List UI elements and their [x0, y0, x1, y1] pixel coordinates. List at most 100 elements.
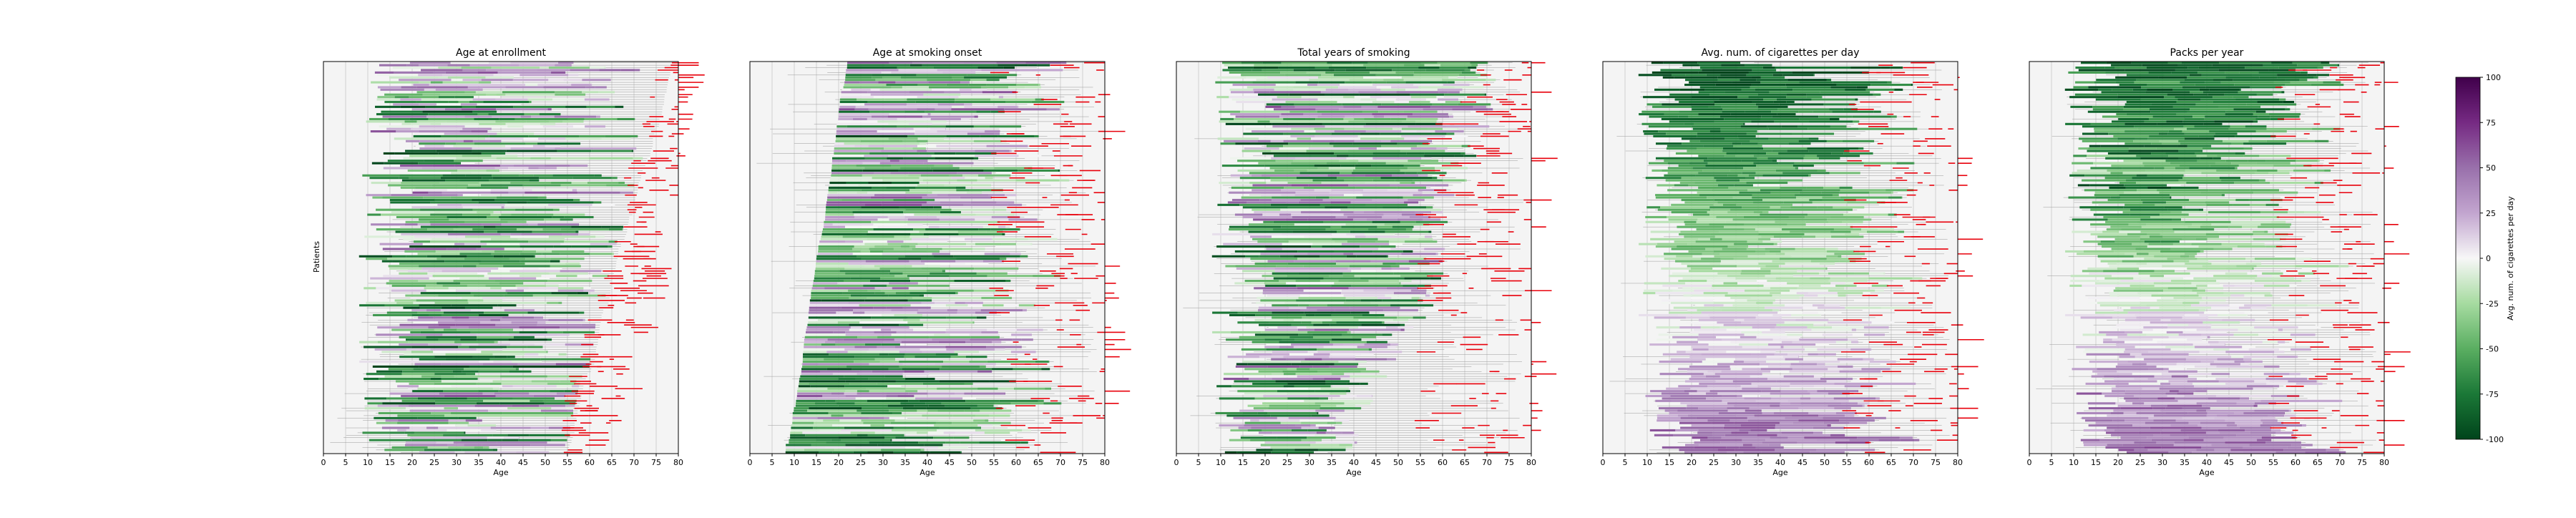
smoking-segment — [1381, 140, 1390, 142]
smoking-segment — [481, 429, 496, 431]
smoking-segment — [1350, 376, 1387, 378]
smoking-segment — [1020, 69, 1063, 71]
smoking-segment — [860, 314, 882, 316]
smoking-segment — [863, 422, 890, 424]
smoking-segment — [1403, 250, 1413, 253]
smoking-segment — [1679, 326, 1701, 328]
smoking-segment — [1366, 67, 1418, 69]
smoking-segment — [1438, 62, 1470, 64]
smoking-segment — [463, 69, 487, 71]
smoking-segment — [1295, 338, 1332, 341]
smoking-segment — [1433, 103, 1458, 105]
smoking-segment — [1332, 132, 1360, 135]
smoking-segment — [1827, 250, 1854, 253]
smoking-segment — [946, 331, 982, 333]
smoking-segment — [1304, 235, 1355, 238]
smoking-segment — [562, 233, 578, 235]
smoking-segment — [1726, 221, 1775, 223]
smoking-segment — [464, 368, 515, 370]
smoking-segment — [1005, 280, 1010, 282]
smoking-segment — [1455, 86, 1484, 88]
smoking-segment — [1045, 388, 1051, 390]
smoking-segment — [1689, 366, 1730, 368]
smoking-segment — [1768, 366, 1790, 368]
smoking-segment — [617, 118, 635, 120]
smoking-segment — [1400, 307, 1420, 309]
smoking-segment — [977, 424, 992, 426]
smoking-segment — [963, 62, 996, 64]
smoking-segment — [1011, 402, 1044, 404]
smoking-segment — [1759, 230, 1790, 233]
smoking-segment — [1718, 79, 1740, 81]
smoking-segment — [1372, 157, 1421, 160]
smoking-segment — [869, 145, 917, 147]
smoking-segment — [1813, 111, 1832, 113]
smoking-segment — [379, 125, 419, 127]
smoking-segment — [1298, 333, 1312, 336]
smoking-segment — [558, 333, 570, 336]
smoking-segment — [405, 120, 417, 122]
smoking-segment — [1650, 238, 1699, 240]
smoking-segment — [1254, 407, 1268, 409]
smoking-segment — [371, 223, 405, 225]
smoking-segment — [1219, 397, 1255, 399]
smoking-segment — [1252, 233, 1282, 235]
smoking-segment — [539, 167, 557, 169]
smoking-segment — [464, 444, 482, 446]
smoking-segment — [997, 64, 1028, 67]
smoking-segment — [371, 82, 419, 84]
smoking-segment — [1828, 290, 1875, 292]
smoking-segment — [561, 184, 606, 186]
smoking-segment — [577, 292, 588, 294]
smoking-segment — [1697, 221, 1726, 223]
smoking-segment — [1392, 226, 1414, 228]
smoking-segment — [1390, 140, 1430, 142]
smoking-segment — [844, 376, 885, 378]
smoking-segment — [1818, 295, 1838, 297]
smoking-segment — [861, 412, 892, 414]
smoking-segment — [519, 275, 542, 277]
smoking-segment — [1316, 197, 1330, 199]
smoking-segment — [577, 192, 620, 194]
smoking-segment — [1231, 187, 1284, 189]
smoking-segment — [814, 280, 844, 282]
smoking-segment — [1294, 255, 1320, 258]
smoking-segment — [922, 258, 957, 260]
smoking-segment — [1250, 419, 1259, 421]
smoking-segment — [1418, 238, 1433, 240]
smoking-segment — [1676, 255, 1692, 258]
smoking-segment — [1048, 62, 1061, 64]
smoking-segment — [894, 235, 910, 238]
smoking-segment — [1653, 135, 1697, 137]
smoking-segment — [1758, 106, 1787, 108]
smoking-segment — [451, 172, 471, 174]
smoking-segment — [1289, 94, 1325, 96]
smoking-segment — [512, 302, 547, 304]
smoking-segment — [1346, 69, 1392, 71]
smoking-segment — [1354, 368, 1366, 370]
smoking-segment — [1780, 103, 1824, 105]
smoking-segment — [535, 309, 543, 311]
smoking-segment — [516, 368, 519, 370]
smoking-segment — [1281, 113, 1303, 115]
smoking-segment — [490, 383, 502, 385]
smoking-segment — [857, 434, 868, 436]
smoking-segment — [484, 226, 496, 228]
smoking-segment — [1693, 128, 1721, 130]
smoking-segment — [827, 194, 874, 196]
smoking-segment — [1805, 216, 1830, 218]
smoking-segment — [382, 402, 435, 404]
smoking-segment — [452, 238, 491, 240]
smoking-segment — [1649, 116, 1678, 118]
smoking-segment — [936, 422, 952, 424]
smoking-segment — [383, 248, 415, 250]
smoking-segment — [896, 380, 939, 382]
smoking-segment — [568, 74, 578, 76]
smoking-segment — [1667, 145, 1704, 147]
smoking-segment — [1675, 99, 1719, 101]
smoking-segment — [444, 407, 459, 409]
smoking-segment — [1791, 363, 1817, 365]
smoking-segment — [1220, 142, 1235, 145]
smoking-segment — [1401, 328, 1405, 331]
smoking-segment — [1740, 192, 1771, 194]
